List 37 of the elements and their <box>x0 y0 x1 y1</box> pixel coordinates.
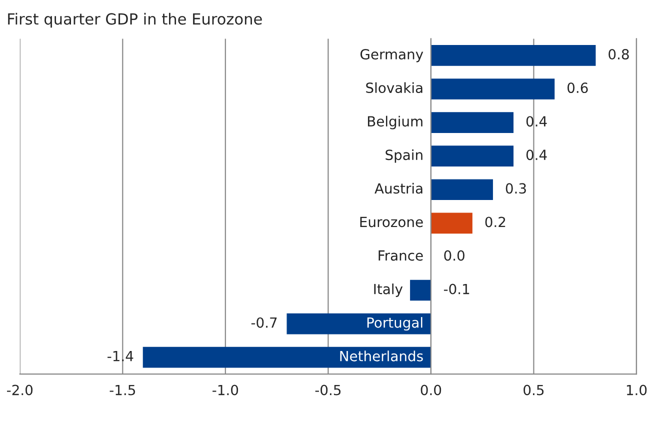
x-tick-label: 0.0 <box>420 384 442 396</box>
data-label: 0.8 <box>608 48 629 60</box>
y-tick-label: Italy <box>374 284 403 297</box>
data-label: -1.4 <box>108 351 134 362</box>
x-tick-label: 0.5 <box>524 384 544 396</box>
bar <box>410 280 432 301</box>
data-label: -0.7 <box>251 317 277 328</box>
y-tick-label: Netherlands <box>340 350 423 362</box>
y-tick-label: Eurozone <box>360 216 423 228</box>
bar <box>430 78 555 100</box>
x-tick-label: -1.0 <box>212 384 238 396</box>
bar <box>430 179 493 200</box>
y-tick-label: France <box>378 250 423 261</box>
bar <box>430 146 514 166</box>
data-label: 0.0 <box>444 250 464 261</box>
x-tick-label: -2.0 <box>7 384 33 396</box>
y-tick-label: Belgium <box>368 116 422 130</box>
y-tick-label: Slovakia <box>366 82 422 94</box>
bar <box>430 112 514 133</box>
y-tick-label: Austria <box>374 182 422 194</box>
data-label: 0.4 <box>526 116 547 127</box>
x-tick-label: 1.0 <box>626 384 647 396</box>
bar <box>430 45 596 66</box>
x-tick-label: -0.5 <box>315 384 341 396</box>
data-label: -0.1 <box>444 284 470 294</box>
data-label: 0.2 <box>485 216 506 228</box>
chart-title: First quarter GDP in the Eurozone <box>8 12 262 28</box>
y-tick-label: Germany <box>360 48 424 62</box>
data-label: 0.4 <box>526 150 547 160</box>
bar <box>286 313 432 334</box>
data-label: 0.6 <box>568 82 588 94</box>
data-label: 0.3 <box>506 183 526 194</box>
x-tick-label: -1.5 <box>110 384 135 396</box>
y-tick-label: Spain <box>386 149 422 163</box>
bar <box>430 212 472 234</box>
bar <box>142 346 432 368</box>
y-tick-label: Portugal <box>367 317 422 331</box>
